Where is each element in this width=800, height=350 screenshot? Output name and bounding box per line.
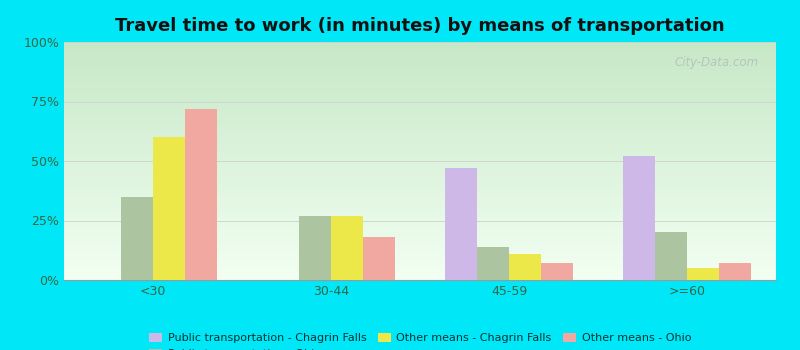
Bar [363,237,395,280]
Bar [655,232,687,280]
Bar [477,247,509,280]
Bar [331,216,363,280]
Bar [445,168,477,280]
Bar [719,263,751,280]
Text: City-Data.com: City-Data.com [674,56,758,69]
Bar [623,156,655,280]
Bar [687,268,719,280]
Bar [509,254,541,280]
Legend: Public transportation - Chagrin Falls, Public transportation - Ohio, Other means: Public transportation - Chagrin Falls, P… [144,328,696,350]
Bar [121,197,153,280]
Bar [153,137,185,280]
Bar [541,263,573,280]
Bar [299,216,331,280]
Bar [185,108,217,280]
Title: Travel time to work (in minutes) by means of transportation: Travel time to work (in minutes) by mean… [115,17,725,35]
